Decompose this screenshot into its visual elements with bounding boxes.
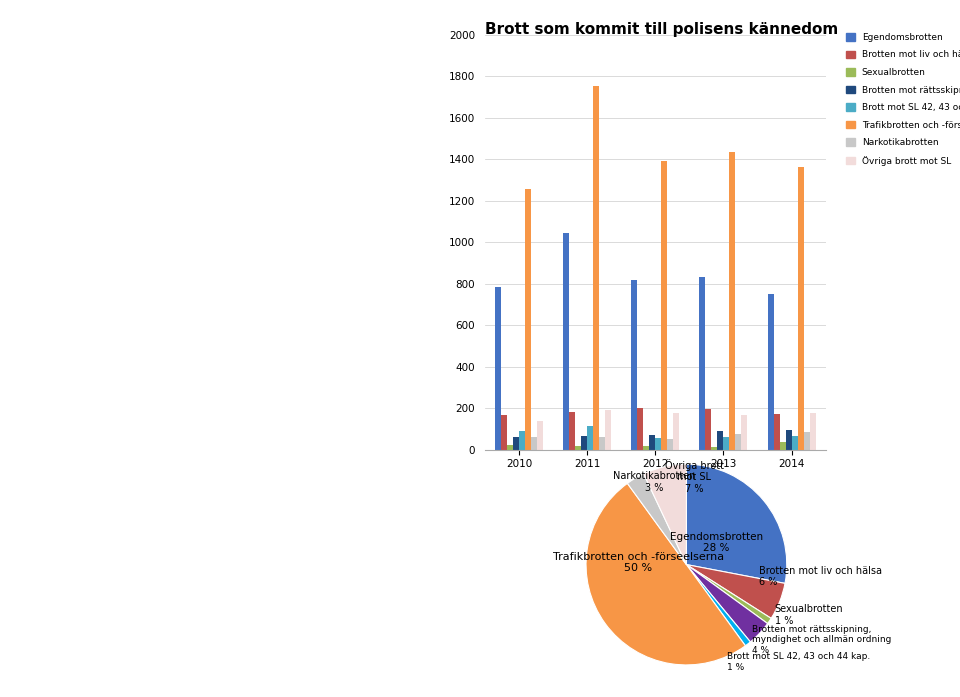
Bar <box>564 233 569 450</box>
Bar <box>661 161 667 450</box>
Bar <box>706 409 711 450</box>
Bar <box>809 413 815 450</box>
Bar <box>507 445 513 450</box>
Bar <box>525 190 531 450</box>
Wedge shape <box>643 464 686 565</box>
Bar <box>655 438 661 450</box>
Bar <box>593 86 599 450</box>
Bar <box>667 439 673 450</box>
Wedge shape <box>686 565 785 618</box>
Bar <box>735 434 741 450</box>
Text: Sexualbrotten
1 %: Sexualbrotten 1 % <box>775 604 843 625</box>
Wedge shape <box>686 565 751 645</box>
Text: Brotten mot rättsskipning,
myndighet och allmän ordning
4 %: Brotten mot rättsskipning, myndighet och… <box>752 625 891 654</box>
Bar <box>531 437 537 450</box>
Bar <box>774 414 780 450</box>
Bar <box>649 435 655 450</box>
Text: Övriga brott
mot SL
7 %: Övriga brott mot SL 7 % <box>665 459 724 493</box>
Bar <box>569 412 575 450</box>
Text: Narkotikabrotten
3 %: Narkotikabrotten 3 % <box>613 471 696 493</box>
Wedge shape <box>686 565 771 624</box>
Bar <box>724 437 730 450</box>
Bar <box>495 286 501 450</box>
Bar <box>518 431 525 450</box>
Bar <box>599 437 605 450</box>
Bar <box>537 420 542 450</box>
Bar <box>575 447 581 450</box>
Bar <box>785 430 791 450</box>
Wedge shape <box>686 565 768 642</box>
Bar <box>632 279 637 450</box>
Bar <box>587 426 593 450</box>
Bar <box>711 447 717 450</box>
Bar <box>700 277 706 450</box>
Wedge shape <box>628 474 686 565</box>
Bar <box>673 413 679 450</box>
Bar <box>643 446 649 450</box>
Text: Trafikbrotten och -förseelserna
50 %: Trafikbrotten och -förseelserna 50 % <box>553 552 724 574</box>
Bar <box>637 408 643 450</box>
Wedge shape <box>586 484 745 665</box>
Wedge shape <box>686 464 787 583</box>
Bar <box>798 167 804 450</box>
Bar <box>791 436 798 450</box>
Text: Brotten mot liv och hälsa
6 %: Brotten mot liv och hälsa 6 % <box>758 566 881 588</box>
Bar <box>768 294 774 450</box>
Bar <box>741 415 747 450</box>
Text: Brott mot SL 42, 43 och 44 kap.
1 %: Brott mot SL 42, 43 och 44 kap. 1 % <box>727 652 870 672</box>
Text: Brott som kommit till polisens kännedom: Brott som kommit till polisens kännedom <box>485 22 838 38</box>
Text: Egendomsbrotten
28 %: Egendomsbrotten 28 % <box>670 532 763 553</box>
Bar <box>730 152 735 450</box>
Bar <box>501 415 507 450</box>
Bar <box>804 432 809 450</box>
Bar <box>605 410 611 450</box>
Bar <box>581 436 587 450</box>
Bar <box>780 443 785 450</box>
Bar <box>513 437 518 450</box>
Legend: Egendomsbrotten, Brotten mot liv och hälsa, Sexualbrotten, Brotten mot rättsskip: Egendomsbrotten, Brotten mot liv och häl… <box>844 31 960 167</box>
Bar <box>717 431 724 450</box>
